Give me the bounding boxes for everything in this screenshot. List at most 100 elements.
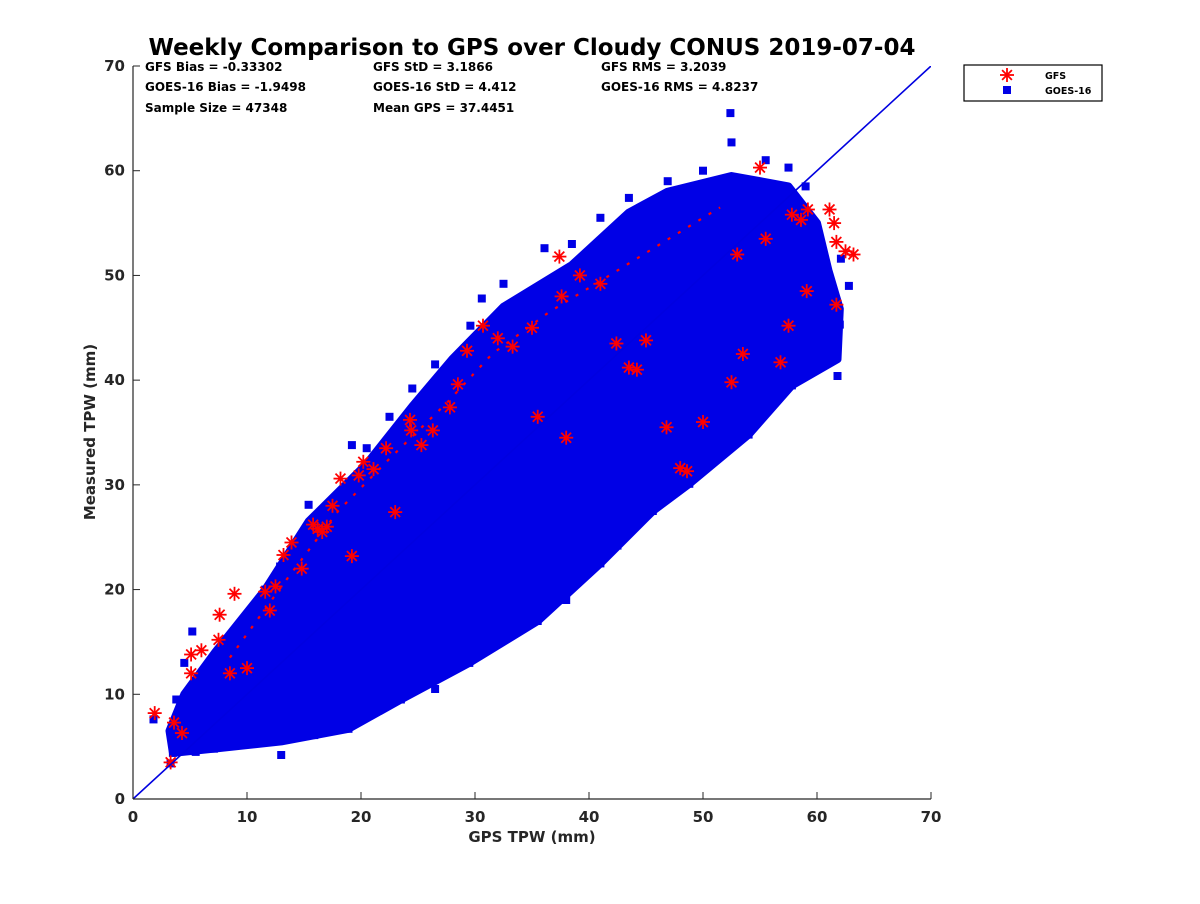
goes16-point (499, 627, 508, 636)
gfs-point (735, 347, 750, 361)
gfs-point (212, 607, 227, 622)
x-tick-label: 10 (237, 808, 258, 826)
gfs-point (175, 726, 189, 740)
legend-box (963, 64, 1103, 102)
goes16-point (824, 304, 833, 313)
goes16-point (276, 562, 285, 571)
gfs-point (530, 409, 545, 424)
gfs-point (310, 521, 325, 536)
gfs-point (490, 331, 505, 346)
gfs-point (147, 706, 162, 721)
goes16-point (277, 751, 286, 759)
goes16-point (431, 360, 440, 369)
gfs-point (505, 339, 520, 354)
legend-gfs-asterisk (1000, 68, 1014, 82)
gfs-point (593, 276, 608, 291)
gfs-point (800, 202, 815, 217)
goes16-point (596, 213, 605, 222)
gfs-point (262, 603, 277, 618)
gfs-point (284, 535, 299, 550)
gfs-point (414, 438, 429, 453)
gfs-point (476, 318, 490, 333)
goes16-point (567, 240, 576, 248)
series-goes16 (149, 109, 853, 768)
goes16-point (813, 271, 821, 280)
goes16-point (648, 507, 657, 515)
legend-goes16-label: GOES-16 (1045, 86, 1092, 97)
goes16-point (180, 658, 189, 667)
gfs-point (425, 423, 440, 438)
one-to-one-line (133, 66, 931, 799)
goes16-point (211, 656, 220, 665)
goes16-point (613, 541, 622, 550)
gfs-point (388, 505, 403, 520)
x-tick-label: 0 (128, 808, 138, 826)
reference-line-group (133, 66, 931, 799)
gfs-point (333, 471, 348, 486)
goes16-point (180, 742, 189, 751)
goes16-point (431, 685, 440, 693)
gfs-point (184, 666, 199, 681)
goes16-point (699, 166, 707, 175)
legend-gfs-marker (1000, 68, 1014, 82)
x-tick-label: 30 (465, 808, 486, 826)
gfs-point (784, 207, 799, 222)
goes16-point (685, 479, 694, 488)
stat-goes-rms: GOES-16 RMS = 4.8237 (601, 80, 758, 94)
gfs-point (753, 160, 767, 175)
gfs-point (639, 333, 653, 348)
gfs-point (442, 400, 457, 415)
goes16-point (539, 459, 548, 468)
gfs-point (799, 284, 814, 299)
gfs-point (846, 247, 861, 262)
y-tick-label: 50 (104, 266, 125, 284)
goes16-point (209, 744, 218, 753)
gfs-point (680, 464, 694, 479)
goes16-point (408, 384, 417, 393)
goes16-point (801, 182, 810, 191)
chart-title: Weekly Comparison to GPS over Cloudy CON… (149, 35, 916, 61)
y-tick-labels: 0 10 20 30 40 50 60 70 (104, 57, 140, 808)
plot-axes (132, 66, 931, 800)
gfs-point (659, 420, 674, 435)
goes16-point (265, 690, 274, 699)
gfs-point (572, 268, 587, 283)
gfs-point (344, 549, 359, 564)
stat-goes-std: GOES-16 StD = 4.412 (373, 80, 516, 94)
gfs-point (696, 415, 710, 429)
y-tick-label: 70 (104, 57, 125, 75)
gfs-point (404, 423, 419, 438)
stat-gfs-std: GFS StD = 3.1866 (373, 60, 493, 74)
gfs-point (403, 412, 417, 427)
goes16-point (168, 748, 177, 757)
goes16-point (664, 292, 673, 301)
x-tick-label: 50 (693, 808, 714, 826)
y-tick-label: 20 (104, 581, 125, 599)
gfs-point (758, 231, 773, 246)
gfs-edge-hint (229, 206, 721, 659)
gfs-point (194, 643, 209, 658)
stat-sample-size: Sample Size = 47348 (145, 101, 287, 115)
gfs-point (450, 377, 465, 392)
gfs-point (379, 441, 394, 456)
x-tick-label: 40 (579, 808, 600, 826)
gfs-point (167, 715, 181, 730)
gfs-point (240, 661, 254, 676)
gfs-point (781, 318, 796, 333)
goes16-point (499, 279, 508, 288)
goes16-point (776, 390, 785, 399)
gfs-point (609, 336, 624, 351)
goes16-point (836, 254, 845, 263)
legend: GFS GOES-16 (963, 64, 1103, 102)
goes16-point (385, 412, 394, 421)
stat-goes-bias: GOES-16 Bias = -1.9498 (145, 80, 306, 94)
x-tick-label: 70 (921, 808, 942, 826)
gfs-point (356, 454, 371, 469)
goes16-point (191, 747, 200, 756)
goes16-point (456, 554, 465, 563)
goes16-point (784, 163, 793, 172)
goes16-point (466, 321, 475, 330)
goes16-point (562, 596, 571, 604)
gfs-point (773, 355, 788, 370)
